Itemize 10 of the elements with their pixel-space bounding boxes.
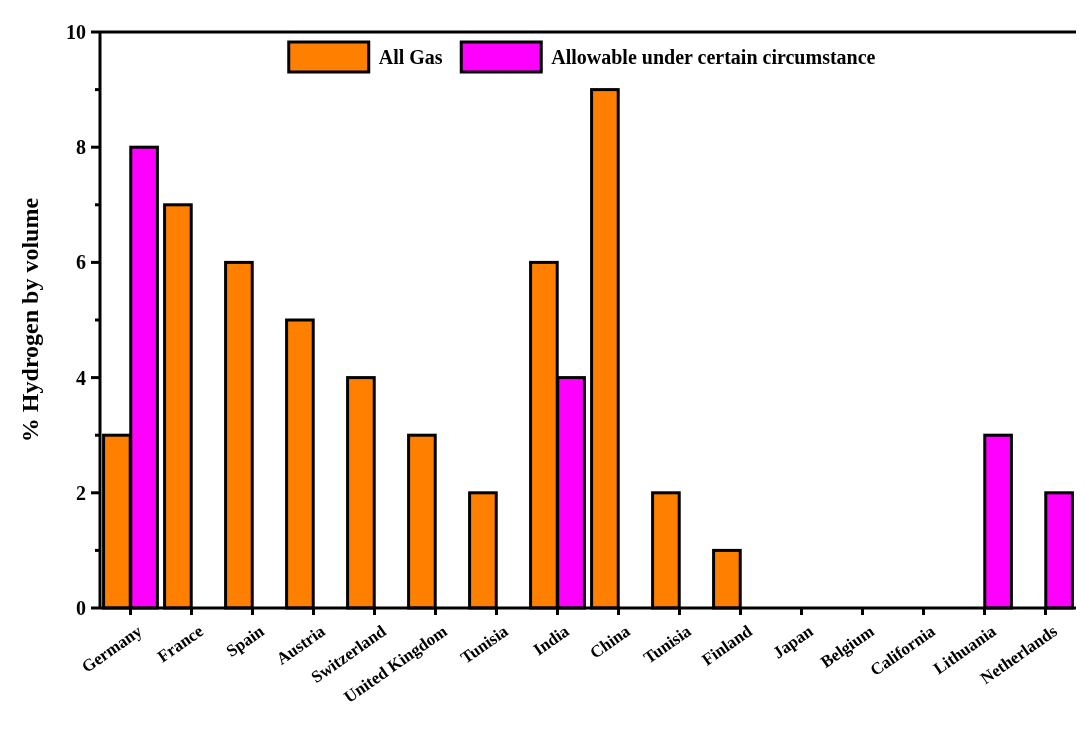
y-tick-label: 8 (76, 136, 86, 159)
legend-label: All Gas (378, 46, 443, 68)
y-axis-title: % Hydrogen by volume (17, 197, 43, 443)
y-tick-label: 4 (76, 366, 86, 389)
y-tick-label: 10 (66, 21, 86, 43)
y-tick-label: 6 (76, 251, 86, 274)
x-tick-label: India (529, 621, 574, 660)
y-tick-label: 0 (76, 597, 86, 619)
legend-label: Allowable under certain circumstance (551, 46, 876, 68)
y-tick-label: 2 (76, 481, 86, 504)
